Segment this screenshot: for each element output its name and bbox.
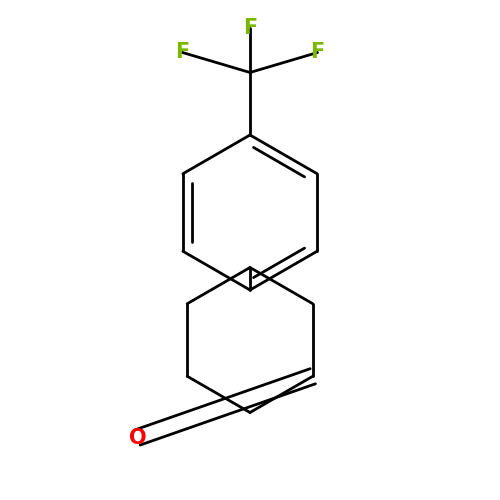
Text: F: F (176, 42, 190, 62)
Text: F: F (243, 18, 257, 38)
Text: F: F (310, 42, 324, 62)
Text: O: O (128, 428, 146, 448)
